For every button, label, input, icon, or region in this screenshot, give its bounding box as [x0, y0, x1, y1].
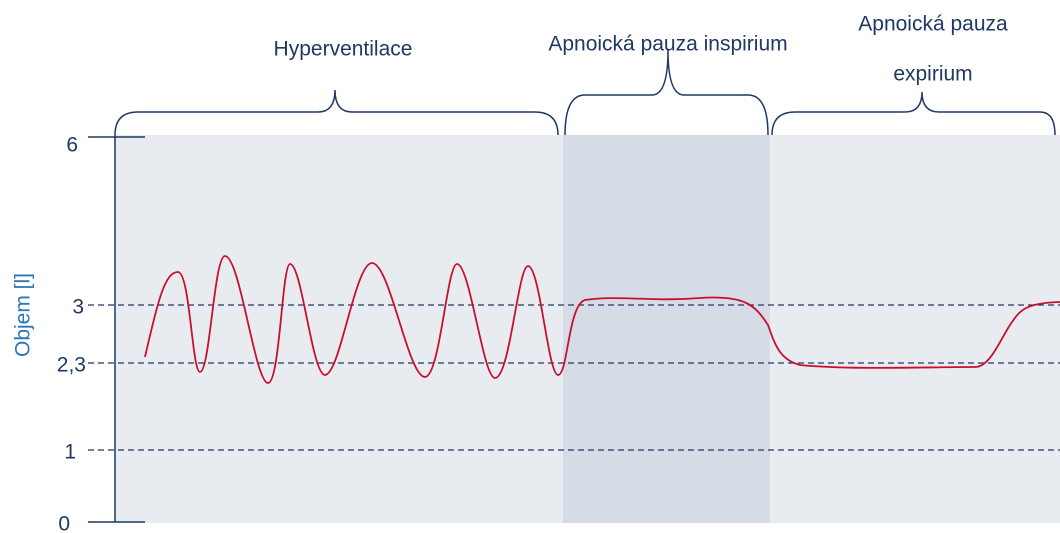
section-label: expirium [893, 63, 972, 86]
y-axis-label: Objem [l] [12, 273, 35, 357]
brace [564, 49, 769, 136]
y-tick-label: 2,3 [57, 354, 86, 377]
volume-curve [144, 255, 1060, 384]
brace [771, 91, 1056, 136]
section-label: Apnoická pauza inspirium [548, 33, 787, 56]
y-tick-label: 6 [66, 134, 78, 157]
y-tick-label: 1 [64, 441, 76, 464]
y-tick-label: 3 [72, 296, 84, 319]
inspirium-band [563, 135, 770, 523]
y-tick-label: 0 [58, 513, 70, 533]
section-label: Apnoická pauza [858, 13, 1008, 36]
section-label: Hyperventilace [274, 38, 413, 61]
brace [114, 89, 559, 136]
